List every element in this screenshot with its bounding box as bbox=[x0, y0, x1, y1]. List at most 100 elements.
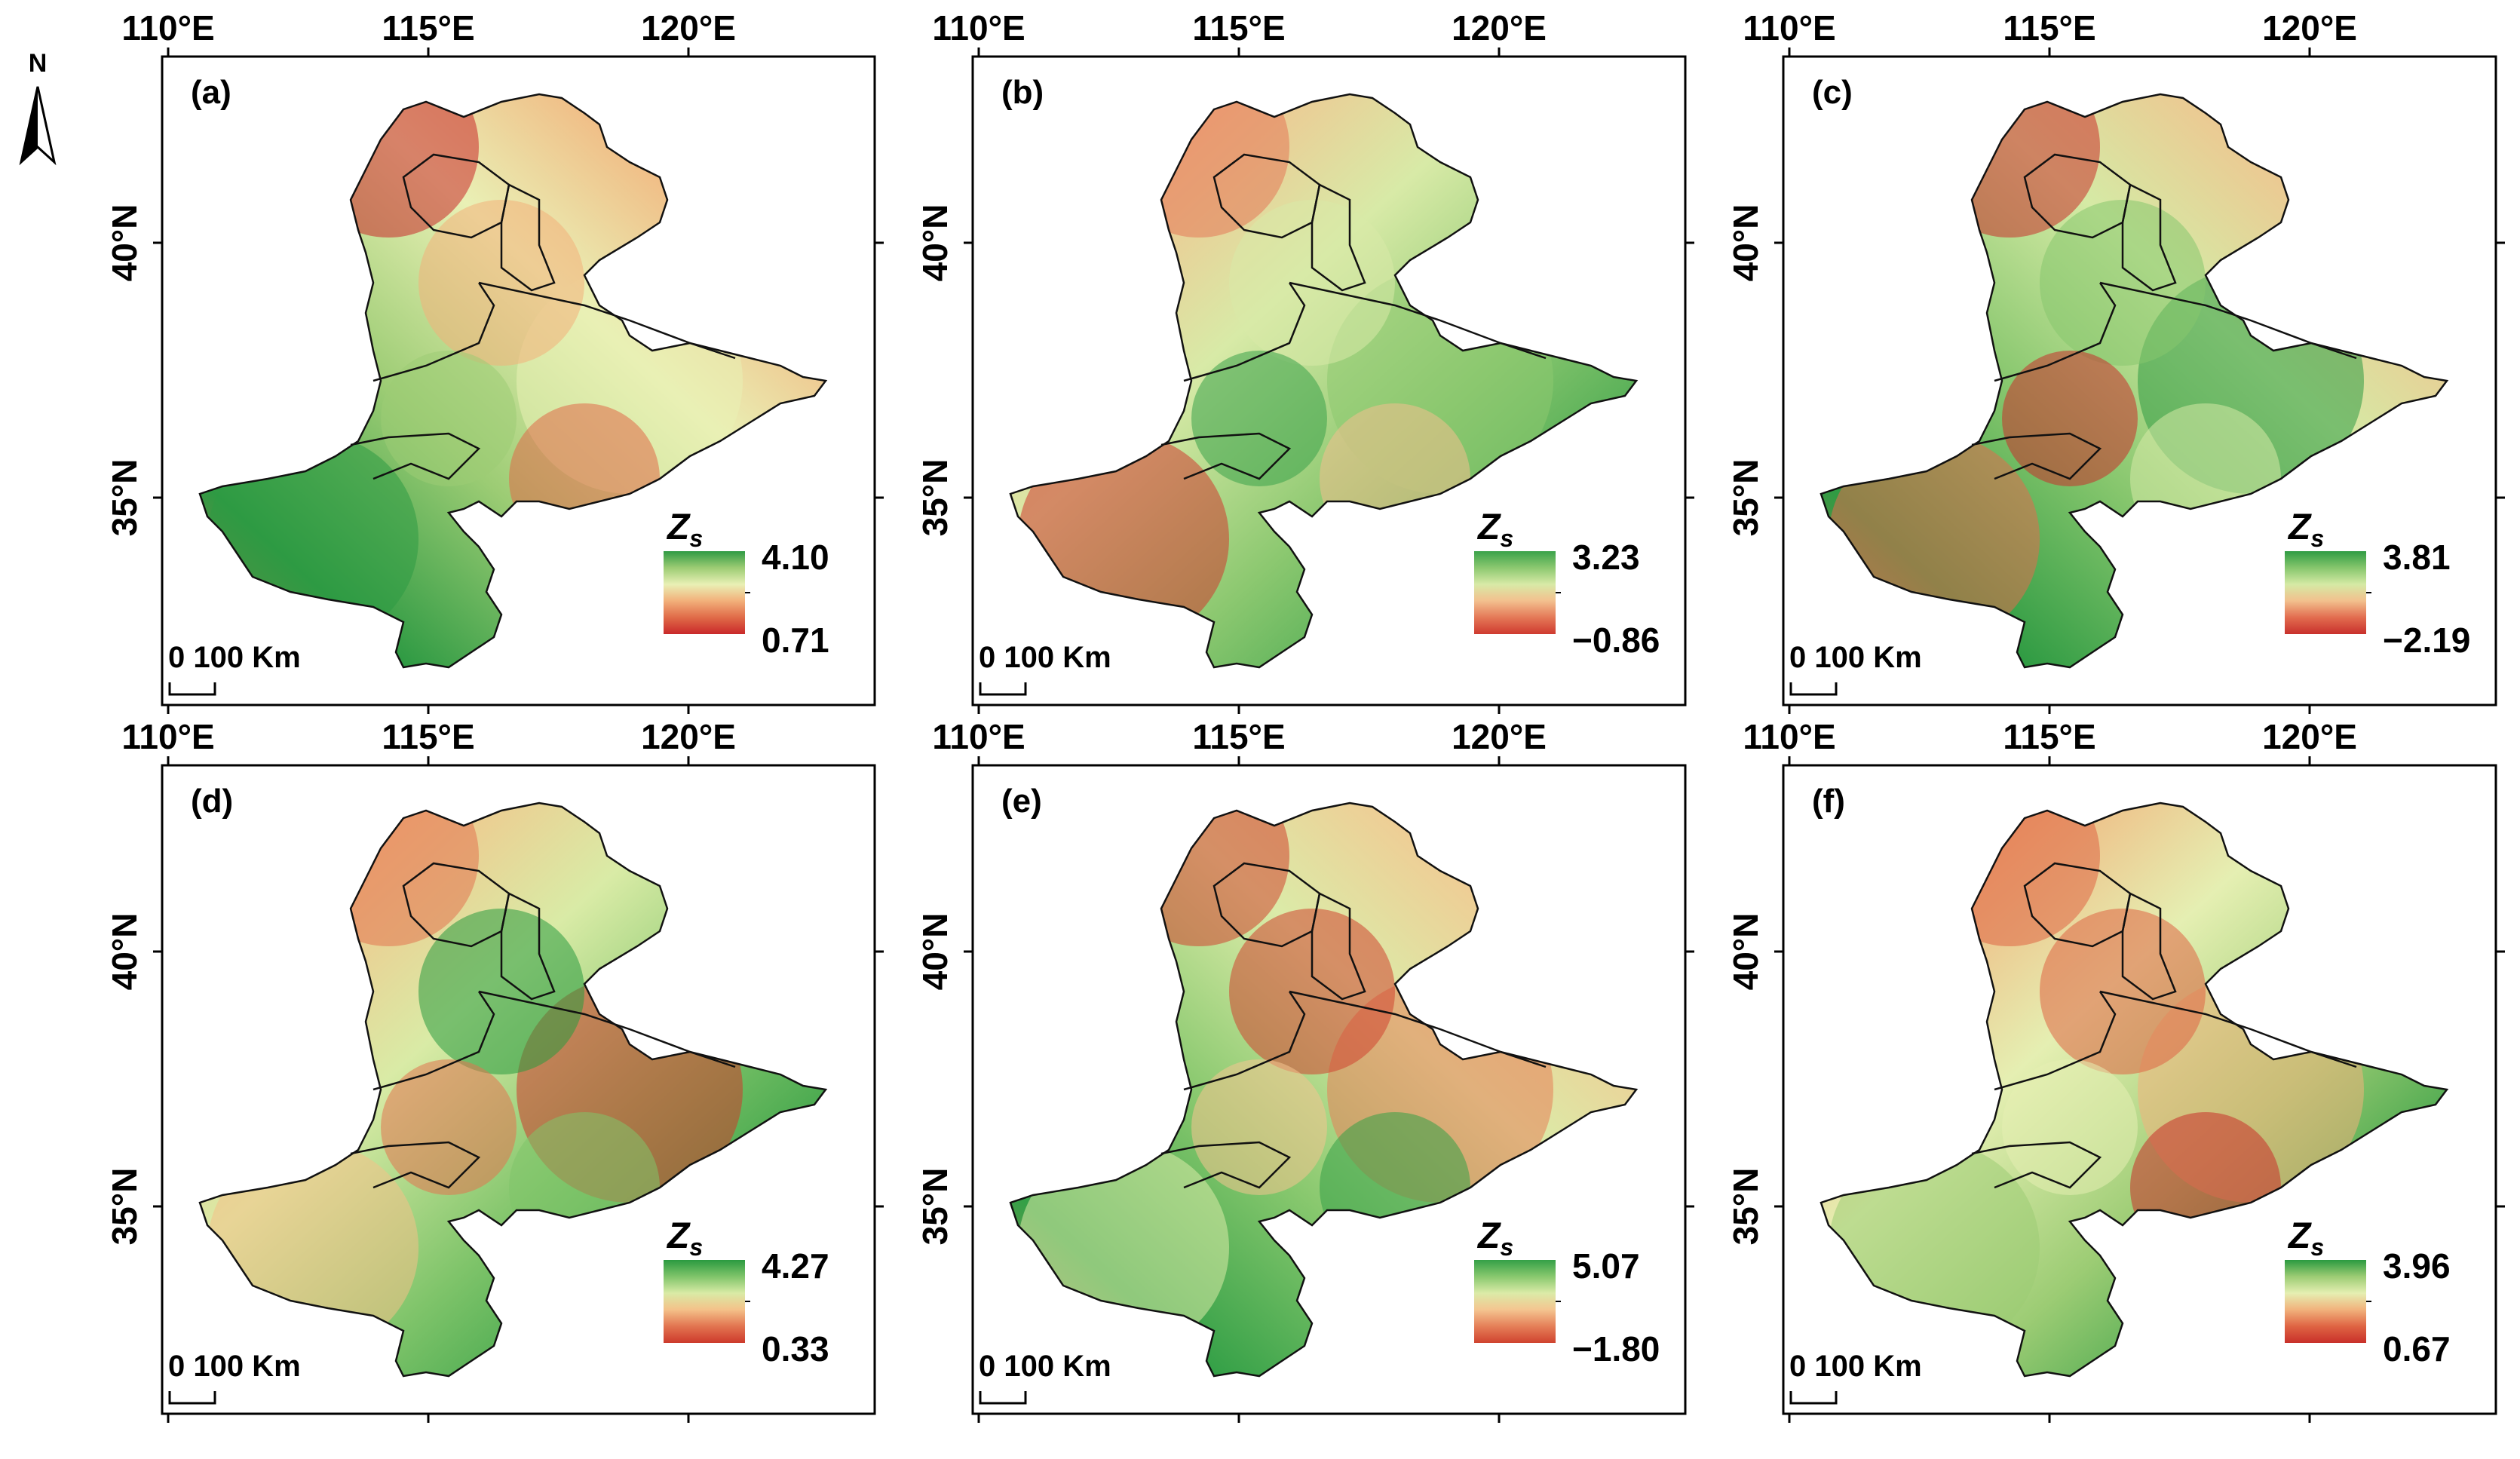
x-tick-label: 110°E bbox=[121, 717, 214, 756]
scale-bar-icon bbox=[979, 682, 1027, 696]
panel-label: (c) bbox=[1812, 74, 1853, 111]
region-raster bbox=[200, 94, 826, 667]
legend-min: 0.33 bbox=[762, 1329, 829, 1369]
region-raster bbox=[1821, 803, 2447, 1376]
panel-frame bbox=[971, 55, 1687, 707]
legend-colorbar bbox=[2285, 1260, 2366, 1343]
province-boundaries bbox=[350, 281, 736, 480]
y-tick-label: 35°N bbox=[1726, 459, 1765, 537]
map-panel-b: (b) Zs 3.23 −0.86 0 100 Km 110°E 115°E 120°E 40°… bbox=[915, 8, 1694, 714]
province-boundaries bbox=[1971, 281, 2357, 480]
panel-frame bbox=[1782, 764, 2497, 1415]
scale-bar-label: 0 100 Km bbox=[1789, 1350, 1922, 1383]
legend-title: Zs bbox=[1476, 1216, 1513, 1261]
x-tick-label: 115°E bbox=[382, 8, 474, 48]
tianjin-outline bbox=[2121, 892, 2177, 1001]
y-tick-label: 40°N bbox=[105, 204, 144, 282]
province-boundaries bbox=[1971, 990, 2357, 1189]
x-tick-label: 115°E bbox=[2003, 8, 2095, 48]
scale-bar-icon bbox=[168, 1391, 216, 1405]
legend-colorbar bbox=[1474, 551, 1556, 634]
scale-bar-icon bbox=[979, 1391, 1027, 1405]
panel-grid: (a) Zs 4.10 0.71 0 100 Km 110°E 115°E 120°E 40°N… bbox=[105, 8, 2505, 1423]
x-tick-label: 120°E bbox=[1452, 8, 1547, 48]
legend-max: 3.23 bbox=[1572, 538, 1640, 577]
legend-min: −2.19 bbox=[2383, 621, 2470, 660]
x-tick-label: 110°E bbox=[1743, 8, 1835, 48]
x-tick-label: 110°E bbox=[932, 8, 1025, 48]
y-tick-label: 40°N bbox=[1726, 913, 1765, 991]
province-boundaries bbox=[1160, 990, 1547, 1189]
map-panel-a: (a) Zs 4.10 0.71 0 100 Km 110°E 115°E 120°E 40°N… bbox=[105, 8, 884, 714]
y-tick-label: 35°N bbox=[105, 1168, 144, 1246]
y-tick-label: 35°N bbox=[105, 459, 144, 537]
y-tick-label: 40°N bbox=[105, 913, 144, 991]
x-tick-label: 120°E bbox=[641, 717, 736, 756]
x-tick-label: 110°E bbox=[121, 8, 214, 48]
legend-title: Zs bbox=[2287, 1216, 2324, 1261]
panel-frame bbox=[971, 764, 1687, 1415]
legend-title: Zs bbox=[2287, 507, 2324, 552]
tianjin-outline bbox=[1311, 892, 1366, 1001]
region-raster bbox=[1010, 94, 1636, 667]
legend-min: −1.80 bbox=[1572, 1329, 1660, 1369]
scale-bar-label: 0 100 Km bbox=[979, 641, 1111, 674]
x-tick-label: 120°E bbox=[641, 8, 736, 48]
y-tick-label: 35°N bbox=[915, 1168, 955, 1246]
panel-frame bbox=[161, 764, 876, 1415]
x-tick-label: 120°E bbox=[2262, 8, 2357, 48]
panel-label: (f) bbox=[1812, 783, 1845, 820]
y-tick-label: 35°N bbox=[1726, 1168, 1765, 1246]
x-tick-label: 120°E bbox=[1452, 717, 1547, 756]
scale-bar-label: 0 100 Km bbox=[1789, 641, 1922, 674]
province-boundaries bbox=[350, 990, 736, 1189]
legend-title: Zs bbox=[1476, 507, 1513, 552]
tianjin-outline bbox=[1311, 183, 1366, 292]
north-arrow-label: N bbox=[29, 49, 48, 78]
map-panel-e: (e) Zs 5.07 −1.80 0 100 Km 110°E 115°E 120°E 40°… bbox=[915, 717, 1694, 1423]
region-raster bbox=[200, 803, 826, 1376]
province-boundaries bbox=[1160, 281, 1547, 480]
legend-min: 0.71 bbox=[762, 621, 829, 660]
north-arrow-icon: N bbox=[19, 49, 57, 166]
legend-max: 3.81 bbox=[2383, 538, 2451, 577]
y-tick-label: 40°N bbox=[1726, 204, 1765, 282]
panel-label: (e) bbox=[1001, 783, 1042, 820]
y-tick-label: 40°N bbox=[915, 913, 955, 991]
x-tick-label: 115°E bbox=[1192, 717, 1285, 756]
scale-bar-icon bbox=[1789, 682, 1838, 696]
panel-frame bbox=[161, 55, 876, 707]
legend-max: 4.27 bbox=[762, 1246, 829, 1286]
x-tick-label: 115°E bbox=[2003, 717, 2095, 756]
legend-title: Zs bbox=[666, 507, 703, 552]
legend-max: 3.96 bbox=[2383, 1246, 2451, 1286]
x-tick-label: 115°E bbox=[1192, 8, 1285, 48]
legend-max: 5.07 bbox=[1572, 1246, 1640, 1286]
legend-colorbar bbox=[664, 1260, 745, 1343]
scale-bar-label: 0 100 Km bbox=[168, 1350, 301, 1383]
legend-colorbar bbox=[1474, 1260, 1556, 1343]
map-panel-c: (c) Zs 3.81 −2.19 0 100 Km 110°E 115°E 120°E 40°… bbox=[1726, 8, 2505, 714]
scale-bar-icon bbox=[1789, 1391, 1838, 1405]
map-panel-d: (d) Zs 4.27 0.33 0 100 Km 110°E 115°E 120°E 40°N… bbox=[105, 717, 884, 1423]
legend-min: −0.86 bbox=[1572, 621, 1660, 660]
tianjin-outline bbox=[2121, 183, 2177, 292]
scale-bar-icon bbox=[168, 682, 216, 696]
legend-title: Zs bbox=[666, 1216, 703, 1261]
legend-min: 0.67 bbox=[2383, 1329, 2451, 1369]
x-tick-label: 115°E bbox=[382, 717, 474, 756]
region-raster bbox=[1821, 94, 2447, 667]
panel-label: (d) bbox=[191, 783, 233, 820]
x-tick-label: 110°E bbox=[932, 717, 1025, 756]
panel-label: (b) bbox=[1001, 74, 1044, 111]
panel-frame bbox=[1782, 55, 2497, 707]
scale-bar-label: 0 100 Km bbox=[979, 1350, 1111, 1383]
x-tick-label: 110°E bbox=[1743, 717, 1835, 756]
legend-colorbar bbox=[664, 551, 745, 634]
map-panel-f: (f) Zs 3.96 0.67 0 100 Km 110°E 115°E 120°E 40°N… bbox=[1726, 717, 2505, 1423]
y-tick-label: 40°N bbox=[915, 204, 955, 282]
x-tick-label: 120°E bbox=[2262, 717, 2357, 756]
tianjin-outline bbox=[500, 892, 556, 1001]
legend-max: 4.10 bbox=[762, 538, 829, 577]
